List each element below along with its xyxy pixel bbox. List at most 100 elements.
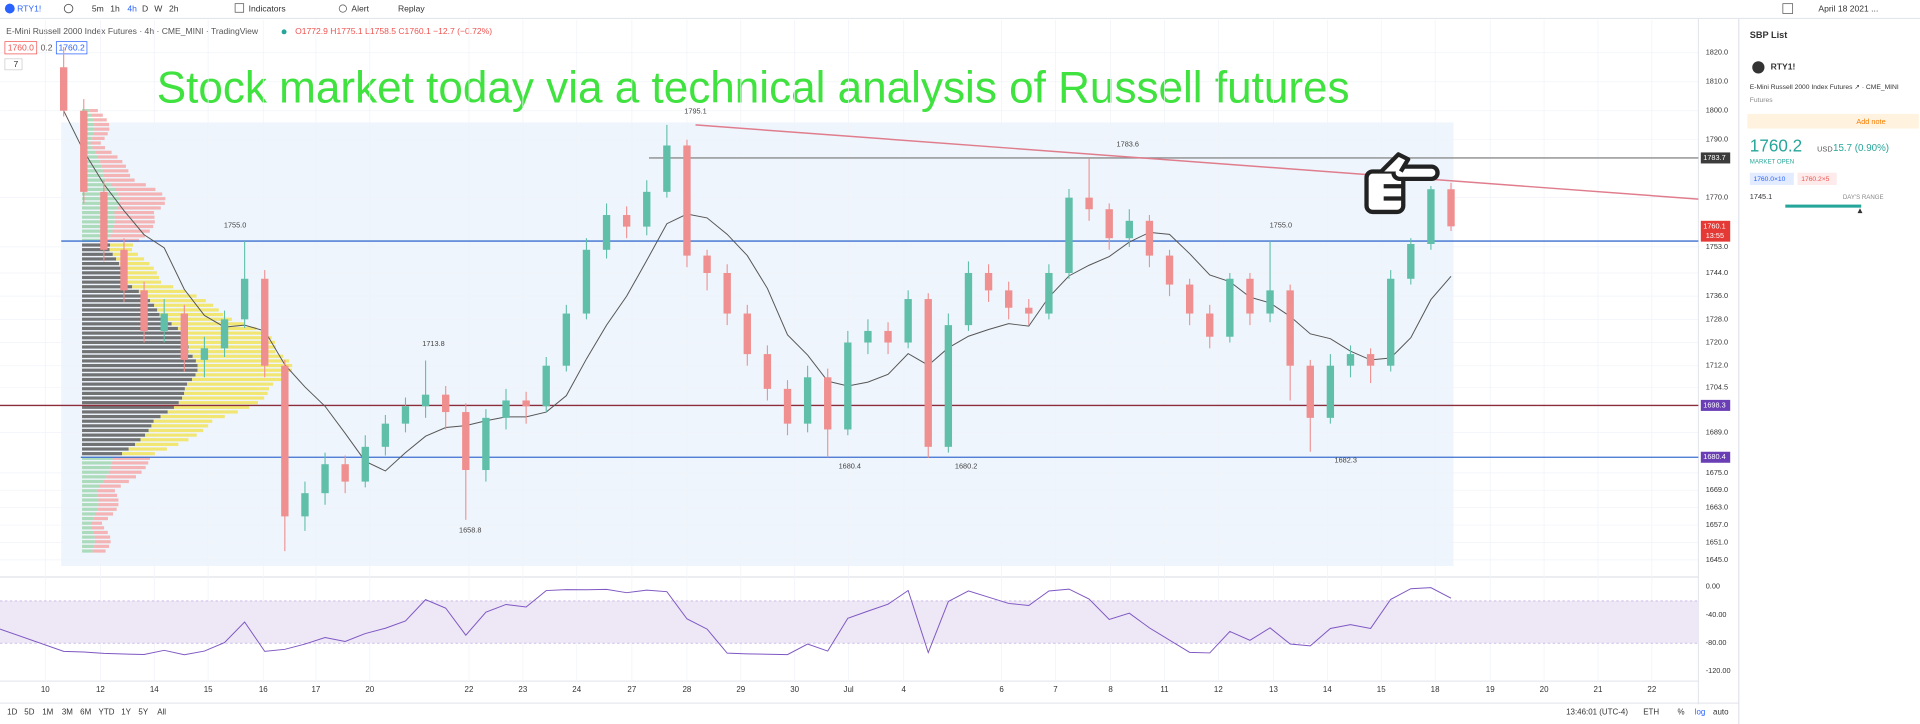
candle-body bbox=[1206, 313, 1214, 337]
candle-body bbox=[502, 400, 510, 418]
candle-body bbox=[1125, 220, 1133, 239]
profile-row bbox=[82, 498, 99, 502]
percent-button[interactable]: % bbox=[1678, 707, 1685, 716]
profile-row bbox=[164, 317, 232, 321]
profile-row bbox=[173, 405, 250, 409]
range-button[interactable]: 1D bbox=[7, 707, 17, 716]
indicators-icon bbox=[234, 3, 245, 13]
interval-button[interactable]: D bbox=[142, 3, 148, 13]
alert-button[interactable]: Alert bbox=[351, 3, 369, 13]
range-button[interactable]: 3M bbox=[62, 707, 73, 716]
profile-row bbox=[82, 109, 90, 113]
candle-body bbox=[80, 110, 88, 192]
range-button[interactable]: YTD bbox=[99, 707, 115, 716]
profile-row bbox=[82, 419, 154, 423]
candle-body bbox=[100, 191, 108, 250]
profile-row bbox=[82, 521, 92, 525]
profile-row bbox=[151, 424, 209, 428]
price-badge-label: 1680.4 bbox=[1703, 452, 1725, 461]
profile-row bbox=[108, 470, 142, 474]
profile-row bbox=[188, 350, 276, 354]
x-tick-label: 13 bbox=[1269, 685, 1278, 694]
profile-row bbox=[82, 224, 115, 229]
candle-body bbox=[321, 464, 329, 494]
y-tick-label: 1704.5 bbox=[1706, 382, 1728, 391]
session-button[interactable]: ETH bbox=[1643, 707, 1659, 716]
profile-row bbox=[97, 493, 118, 497]
symbol[interactable]: RTY1! bbox=[17, 3, 41, 13]
auto-button[interactable]: auto bbox=[1713, 707, 1729, 716]
candle-body bbox=[180, 313, 188, 360]
profile-row bbox=[138, 289, 186, 293]
indicators-button[interactable]: Indicators bbox=[249, 3, 286, 13]
replay-button[interactable]: Replay bbox=[398, 3, 425, 13]
candle-body bbox=[984, 272, 993, 291]
bid-box[interactable] bbox=[4, 41, 38, 55]
profile-row bbox=[82, 456, 113, 460]
candle-body bbox=[140, 290, 148, 331]
profile-row bbox=[132, 285, 174, 289]
x-tick-label: 19 bbox=[1486, 685, 1495, 694]
top-toolbar bbox=[0, 0, 1920, 19]
candle-body bbox=[421, 394, 430, 407]
oscillator-band bbox=[0, 600, 1699, 644]
profile-row bbox=[82, 350, 189, 354]
profile-row bbox=[98, 155, 118, 159]
candle-body bbox=[1065, 197, 1073, 273]
profile-row bbox=[150, 299, 206, 303]
add-symbol-icon[interactable] bbox=[63, 3, 74, 14]
y-tick-label: 1790.0 bbox=[1706, 135, 1728, 144]
range-button[interactable]: 5Y bbox=[138, 707, 148, 716]
candle-body bbox=[1145, 220, 1154, 256]
panel-currency: USD bbox=[1817, 144, 1832, 153]
price-annotation: 1682.3 bbox=[1335, 456, 1357, 465]
profile-row bbox=[186, 336, 272, 340]
profile-row bbox=[82, 266, 122, 270]
candle-body bbox=[763, 354, 772, 389]
checkbox[interactable] bbox=[1782, 3, 1794, 14]
interval-button[interactable]: 4h bbox=[127, 3, 137, 13]
x-tick-label: 29 bbox=[736, 685, 745, 694]
y-tick-label: 1689.0 bbox=[1706, 427, 1728, 436]
range-button[interactable]: All bbox=[157, 707, 166, 716]
profile-row bbox=[95, 150, 112, 154]
y-tick-label: 1770.0 bbox=[1706, 193, 1728, 202]
profile-row bbox=[188, 340, 275, 344]
note-label: Add note bbox=[1856, 117, 1885, 126]
range-button[interactable]: 1Y bbox=[121, 707, 131, 716]
range-button[interactable]: 5D bbox=[24, 707, 34, 716]
profile-row bbox=[93, 118, 107, 122]
profile-row bbox=[82, 359, 196, 363]
profile-row bbox=[82, 220, 115, 224]
profile-row bbox=[82, 294, 145, 298]
price-badge-label: 1698.3 bbox=[1703, 400, 1725, 409]
profile-row bbox=[82, 308, 158, 312]
profile-row bbox=[82, 275, 125, 280]
price-timer: 13:55 bbox=[1706, 231, 1724, 240]
profile-row bbox=[124, 275, 160, 280]
range-button[interactable]: 6M bbox=[80, 707, 91, 716]
interval-button[interactable]: 1h bbox=[110, 3, 120, 13]
profile-row bbox=[93, 132, 108, 136]
x-tick-label: 30 bbox=[790, 685, 799, 694]
profile-row bbox=[82, 178, 106, 182]
profile-row bbox=[82, 479, 104, 484]
count-box[interactable] bbox=[4, 58, 23, 71]
interval-button[interactable]: 5m bbox=[92, 3, 104, 13]
oscillator-tick-label: -120.00 bbox=[1706, 666, 1731, 675]
range-box bbox=[61, 122, 1454, 566]
candle-body bbox=[442, 394, 450, 413]
log-button[interactable]: log bbox=[1695, 707, 1706, 716]
date-field[interactable]: April 18 2021 ... bbox=[1818, 3, 1878, 13]
profile-row bbox=[96, 489, 115, 493]
profile-row bbox=[184, 387, 270, 391]
profile-row bbox=[82, 526, 92, 530]
note-button[interactable] bbox=[1747, 113, 1919, 129]
interval-button[interactable]: 2h bbox=[169, 3, 179, 13]
range-button[interactable]: 1M bbox=[42, 707, 53, 716]
candle-body bbox=[1407, 244, 1415, 279]
interval-button[interactable]: W bbox=[154, 3, 163, 13]
profile-row bbox=[82, 535, 95, 539]
candle-body bbox=[924, 299, 932, 447]
x-tick-label: 24 bbox=[572, 685, 581, 694]
